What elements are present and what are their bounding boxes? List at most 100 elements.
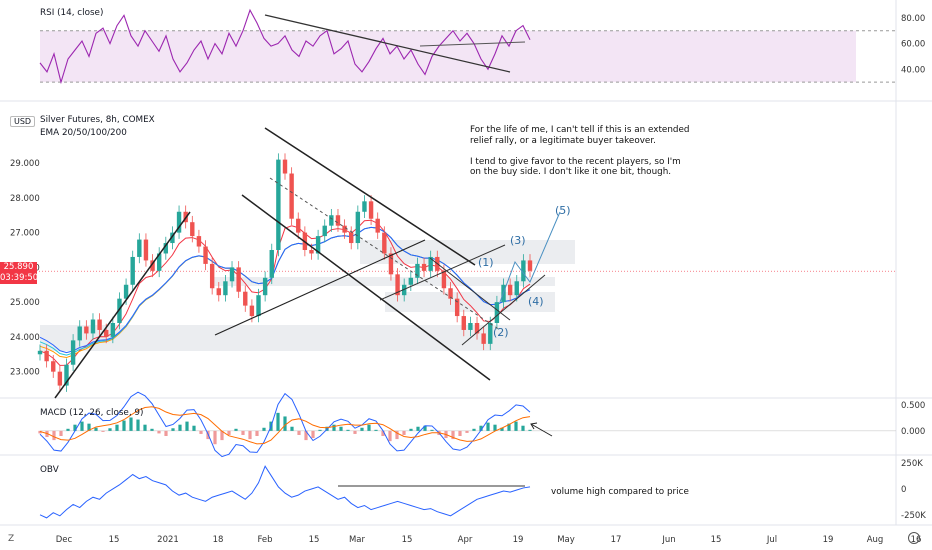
candle-body [123,284,129,299]
time-axis: Dec 15 2021 18 Feb 15 Mar 15 Apr 19 May 17 Jun 15 Jul 1… [56,535,922,545]
macd-bar [283,416,287,431]
wave-label-5: (5) [555,204,571,217]
ema-line-200 [39,226,531,354]
macd-bar [479,425,483,431]
candle-body [229,267,235,282]
trendline-channel-bottom [241,194,491,381]
macd-bar [220,430,224,441]
time-tick-label: 19 [513,535,524,545]
ema-indicator-title[interactable]: EMA 20/50/100/200 [40,128,127,138]
candle-body [130,256,135,285]
macd-bar [129,417,133,431]
macd-bar [451,430,455,440]
obv-annotation: volume high compared to price [551,487,689,497]
macd-bar [528,429,532,431]
note-line-4: on the buy side. I don't like it one bit… [470,167,672,178]
candle-body [223,281,228,296]
ema-line-20 [39,219,531,366]
macd-bar [486,422,490,431]
candle-body [269,250,274,278]
candle-body [395,274,400,296]
price-tick-label: 23.000 [10,368,40,378]
macd-bar [192,425,196,431]
macd-bar [213,430,217,445]
macd-bar [465,430,469,433]
macd-axis: 0.500 0.000 [901,401,925,437]
macd-bar [416,426,420,431]
candle-body [468,323,473,330]
zoom-button[interactable]: Z [8,534,15,544]
gear-icon[interactable] [908,532,920,544]
rsi-axis: 80.00 60.00 40.00 [901,14,925,75]
macd-bar [59,430,63,436]
macd-bar [318,429,322,431]
candle-body [421,263,427,271]
macd-bar [241,430,245,435]
time-tick-label: Dec [56,535,73,545]
macd-bar [290,426,294,431]
macd-bar [500,427,504,431]
candle-body [156,253,162,271]
macd-signal-line [39,406,531,445]
rsi-line [39,8,531,85]
candle-body [37,350,43,355]
candle-body [309,250,314,254]
candle-body [448,288,453,299]
candle-body [84,326,89,334]
candle-body [375,218,380,233]
rsi-trendline [419,41,526,47]
note-line-2: relief rally, or a legitimate buyer take… [470,135,656,146]
macd-bar [381,430,385,436]
obv-title[interactable]: OBV [40,465,59,475]
time-tick-label: 18 [213,535,224,545]
macd-bar [360,427,364,431]
candle-body [196,236,202,247]
candle-body [481,333,486,344]
rsi-tick-label: 60.00 [901,40,925,50]
candle-body [90,319,96,334]
macd-bar [402,430,406,435]
macd-bar [276,412,280,431]
macd-bar [234,428,238,431]
currency-badge[interactable]: USD [10,116,36,127]
candle-body [494,302,500,323]
macd-bar [255,430,259,436]
macd-bar [353,430,357,434]
macd-arrow [530,423,553,437]
macd-bar [143,424,147,431]
candle-body [329,215,334,226]
obv-line [39,465,531,519]
candle-body [349,232,354,244]
last-price-tag: 25.890 03:39:50 [0,262,38,284]
wave-label-1: (1) [478,256,494,269]
candle-body [527,260,533,271]
macd-bar [297,430,301,435]
candle-body [342,225,347,233]
time-tick-label: Jun [661,535,675,545]
macd-bar [262,427,266,431]
macd-bar [472,428,476,431]
trendline-uptrend [54,211,191,399]
candle-body [415,263,420,278]
macd-bar [136,419,140,431]
rsi-tick-label: 40.00 [901,65,925,75]
time-tick-label: Apr [458,535,473,545]
macd-bar [367,424,371,431]
elliott-wave-projection [499,211,561,303]
note-line-1: For the life of me, I can't tell if this… [470,125,690,135]
time-tick-label: 15 [309,535,320,545]
macd-bar [101,430,105,432]
macd-title[interactable]: MACD (12, 26, close, 9) [40,408,144,418]
macd-bar [199,430,203,434]
wave-label-3: (3) [510,234,526,247]
macd-arrow-head [530,422,538,430]
symbol-title[interactable]: Silver Futures, 8h, COMEX [40,115,155,125]
time-tick-label: Feb [257,535,272,545]
macd-bar [395,430,399,440]
macd-bar [374,429,378,431]
macd-bar [164,430,168,436]
candle-body [355,211,361,244]
macd-bar [248,430,252,440]
candle-body [44,350,49,362]
macd-bar [115,424,119,431]
